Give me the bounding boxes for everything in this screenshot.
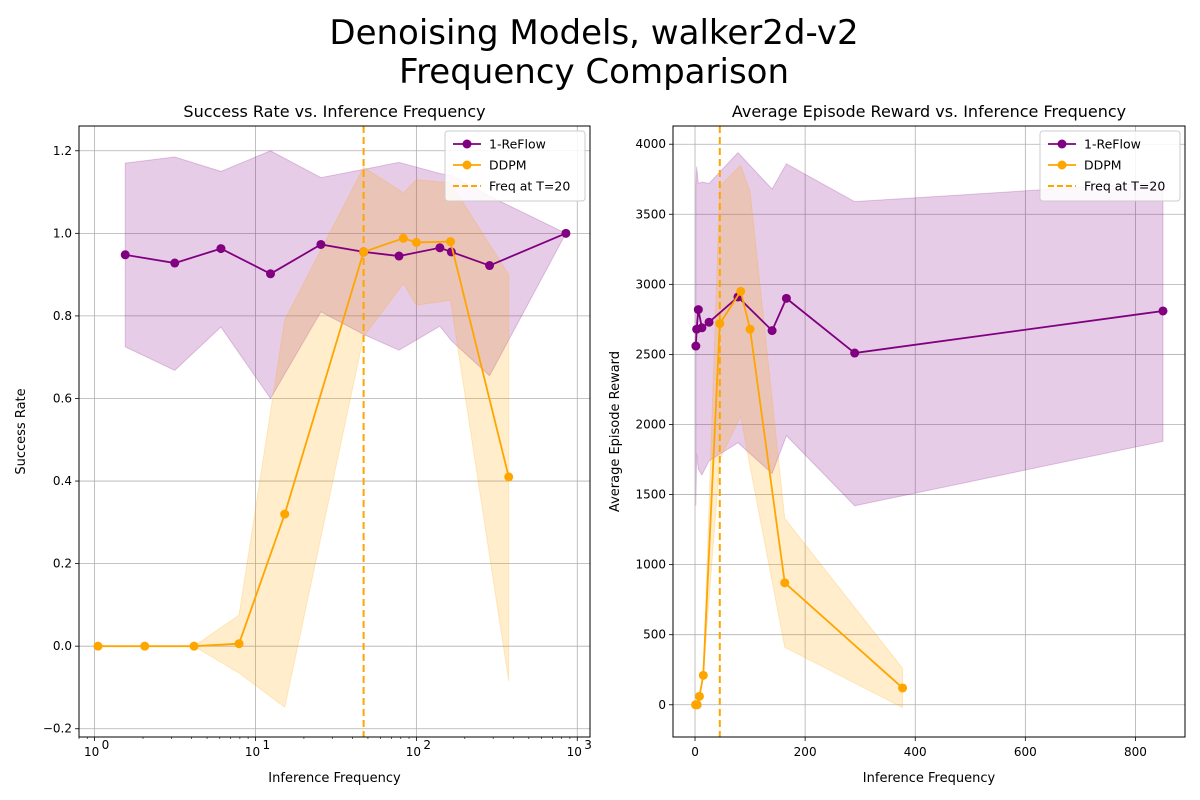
plot-frame bbox=[78, 125, 591, 738]
data-point-ddpm bbox=[780, 578, 790, 588]
data-point-ddpm bbox=[715, 319, 725, 329]
data-point-1-reflow bbox=[170, 258, 180, 268]
data-point-1-reflow bbox=[704, 317, 714, 327]
y-tick-label: 1000 bbox=[635, 558, 666, 572]
y-tick-label: 1500 bbox=[635, 488, 666, 502]
data-point-1-reflow bbox=[435, 243, 445, 253]
y-axis-label: Average Episode Reward bbox=[608, 351, 623, 512]
x-tick-exponent: 0 bbox=[102, 738, 110, 752]
legend-label: Freq at T=20 bbox=[1084, 179, 1165, 194]
legend-label: Freq at T=20 bbox=[489, 179, 570, 194]
legend-label: DDPM bbox=[1084, 158, 1122, 173]
y-tick-label: 0.6 bbox=[53, 391, 72, 405]
plot-frame bbox=[672, 125, 1186, 738]
y-tick-label: 2500 bbox=[635, 347, 666, 361]
y-tick-label: 3000 bbox=[635, 277, 666, 291]
x-tick-exponent: 3 bbox=[584, 738, 592, 752]
data-point-1-reflow bbox=[485, 261, 495, 271]
data-point-1-reflow bbox=[316, 239, 326, 249]
y-tick-label: 1.0 bbox=[53, 226, 72, 240]
y-tick-label: 2000 bbox=[635, 417, 666, 431]
x-tick-label: 600 bbox=[1014, 745, 1037, 759]
data-point-ddpm bbox=[446, 237, 456, 247]
x-axis-label: Inference Frequency bbox=[863, 771, 996, 786]
data-point-ddpm bbox=[359, 247, 369, 257]
y-tick-label: 0.2 bbox=[53, 557, 72, 571]
data-point-ddpm bbox=[745, 324, 755, 334]
data-point-ddpm bbox=[411, 237, 421, 247]
y-tick-label: 3500 bbox=[635, 207, 666, 221]
data-point-1-reflow bbox=[697, 323, 707, 333]
data-point-1-reflow bbox=[394, 251, 404, 261]
data-point-1-reflow bbox=[781, 293, 791, 303]
data-point-1-reflow bbox=[850, 348, 860, 358]
y-tick-label: 1.2 bbox=[53, 144, 72, 158]
data-point-1-reflow bbox=[120, 250, 130, 260]
y-tick-label: 500 bbox=[643, 628, 666, 642]
legend-box bbox=[444, 130, 586, 202]
data-point-1-reflow bbox=[693, 305, 703, 315]
x-tick-label: 10 bbox=[567, 745, 582, 759]
legend: 1-ReFlow DDPM Freq at T=20 bbox=[1039, 130, 1181, 202]
legend-label: DDPM bbox=[489, 158, 527, 173]
y-tick-label: 0.0 bbox=[53, 639, 72, 653]
x-tick-label: 10 bbox=[84, 745, 99, 759]
data-point-1-reflow bbox=[561, 228, 571, 238]
x-tick-label: 200 bbox=[794, 745, 817, 759]
data-point-ddpm bbox=[736, 286, 746, 296]
legend-box bbox=[1039, 130, 1181, 202]
figure-title-line2: Frequency Comparison bbox=[399, 52, 789, 92]
success-rate-plot: −0.20.00.20.40.60.81.01.210 0 10 1 10 2 10 3Suc… bbox=[14, 102, 592, 786]
data-point-ddpm bbox=[504, 472, 514, 482]
data-point-1-reflow bbox=[216, 244, 226, 254]
data-point-ddpm bbox=[189, 641, 199, 651]
x-tick-label: 10 bbox=[245, 745, 260, 759]
data-point-1-reflow bbox=[1158, 306, 1168, 316]
legend: 1-ReFlow DDPM Freq at T=20 bbox=[444, 130, 586, 202]
legend-label: 1-ReFlow bbox=[1084, 137, 1141, 152]
band-1-reflow bbox=[124, 150, 567, 400]
plot-title: Average Episode Reward vs. Inference Fre… bbox=[732, 102, 1126, 121]
series-line-ddpm bbox=[98, 237, 510, 648]
x-axis-label: Inference Frequency bbox=[268, 771, 401, 786]
legend-marker bbox=[462, 160, 472, 170]
reward-plot: 0 500 1000 1500 2000 2500 3000 3500 4000 0 200 400 6… bbox=[608, 102, 1186, 786]
legend-marker bbox=[1057, 139, 1067, 149]
legend-marker bbox=[1057, 160, 1067, 170]
data-point-ddpm bbox=[93, 641, 103, 651]
data-point-ddpm bbox=[694, 691, 704, 701]
y-tick-label: 0 bbox=[658, 698, 666, 712]
data-point-ddpm bbox=[140, 641, 150, 651]
figure-title-line1: Denoising Models, walker2d-v2 bbox=[329, 13, 858, 53]
legend-label: 1-ReFlow bbox=[489, 137, 546, 152]
y-tick-label: 0.4 bbox=[53, 474, 72, 488]
data-point-ddpm bbox=[234, 639, 244, 649]
x-tick-exponent: 1 bbox=[262, 738, 270, 752]
data-point-1-reflow bbox=[266, 269, 276, 279]
data-point-ddpm bbox=[692, 700, 702, 710]
x-tick-exponent: 2 bbox=[423, 738, 431, 752]
x-tick-label: 10 bbox=[406, 745, 421, 759]
band-1-reflow bbox=[695, 151, 1164, 507]
y-tick-label: 0.8 bbox=[53, 309, 72, 323]
x-tick-label: 800 bbox=[1124, 745, 1147, 759]
y-axis-label: Success Rate bbox=[14, 388, 29, 474]
series-line-1-reflow bbox=[694, 295, 1164, 354]
data-point-ddpm bbox=[698, 670, 708, 680]
x-tick-label: 400 bbox=[904, 745, 927, 759]
data-point-1-reflow bbox=[767, 326, 777, 336]
data-point-ddpm bbox=[898, 683, 908, 693]
y-tick-label: 4000 bbox=[635, 137, 666, 151]
grid bbox=[673, 126, 1185, 737]
y-tick-label: −0.2 bbox=[43, 722, 72, 736]
data-point-1-reflow bbox=[691, 341, 701, 351]
legend-marker bbox=[462, 139, 472, 149]
data-point-ddpm bbox=[280, 509, 290, 519]
data-point-ddpm bbox=[398, 233, 408, 243]
x-tick-label: 0 bbox=[691, 745, 699, 759]
plot-title: Success Rate vs. Inference Frequency bbox=[183, 102, 485, 121]
